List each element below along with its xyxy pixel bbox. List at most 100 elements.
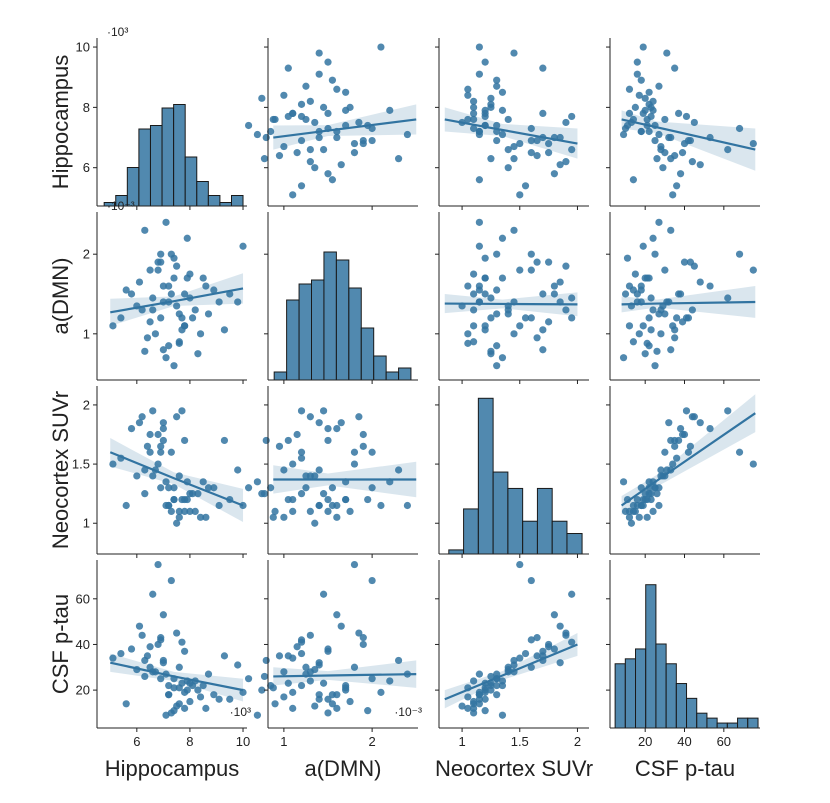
scatter-point [475,242,483,250]
scatter-point [498,681,507,690]
panel [606,38,760,210]
scatter-point [133,472,141,480]
scatter-point [226,695,234,703]
scatter-point [306,413,314,421]
scatter-point [109,460,117,468]
scatter-point [475,176,483,184]
scatter-point [516,560,524,569]
scatter-point [319,490,328,498]
scatter-point [625,85,634,93]
hist-bar [207,195,221,207]
scatter-point [394,656,403,665]
scatter-point [481,695,489,703]
scatter-point [186,507,194,516]
scatter-point [234,466,242,474]
scatter-point [181,436,189,445]
scatter-point [647,490,655,498]
scatter-point [653,155,661,163]
scatter-point [377,501,385,510]
scatter-point [359,634,367,642]
scatter-point [550,611,558,619]
scatter-point [289,460,297,468]
scatter-point [641,495,649,504]
scatter-point [183,686,191,694]
scatter-point [306,158,314,166]
scatter-point [696,161,704,169]
scatter-point [157,448,165,456]
x-axis-label: a(DMN) [305,756,382,781]
scatter-point [470,697,478,706]
scatter-point [645,127,653,136]
scatter-point [210,286,218,294]
hist-bar [149,125,163,207]
x-tick-label: 1.5 [511,734,529,749]
scatter-point [516,654,524,662]
scatter-point [154,560,162,569]
scatter-point [284,652,292,660]
scatter-point [678,149,687,157]
scatter-point [516,322,524,330]
scatter-point [262,656,270,665]
hist-bar [298,283,313,381]
hist-bar [645,584,657,729]
scatter-point [627,519,636,527]
scatter-point [633,58,641,66]
scatter-point [333,513,341,521]
scatter-point [368,124,376,133]
scatter-point [280,668,288,676]
scatter-point [368,136,376,145]
scatter-point [639,242,647,250]
scatter-point [355,118,363,127]
scatter-point [289,191,297,199]
scatter-point [665,133,673,142]
scatter-point [170,495,178,504]
regression-line [444,118,578,145]
scatter-point [631,270,639,278]
scatter-point [280,91,288,99]
scatter-point [196,693,205,701]
scatter-point [641,106,649,114]
scatter-point [661,115,669,124]
scatter-point [690,413,698,421]
scatter-point [635,330,643,338]
scatter-point [167,250,175,258]
scatter-point [306,677,314,685]
scatter-point [328,700,337,708]
scatter-point [556,278,564,286]
scatter-point [487,347,495,355]
scatter-point [527,576,535,585]
scatter-point [635,513,643,521]
scatter-point [394,466,403,474]
scatter-point [633,290,641,298]
panel [606,212,760,384]
scatter-point [167,507,175,516]
scatter-point [621,290,630,298]
scatter-point [470,677,478,685]
regression-line [109,451,244,507]
scatter-point [498,130,507,139]
scatter-point [684,448,693,456]
regression-line [621,118,756,151]
scatter-point [493,82,501,90]
scatter-point [527,124,535,133]
scatter-point [475,127,483,136]
scatter-point [149,590,157,598]
scatter-point [297,448,306,456]
scatter-point [333,424,341,433]
scatter-point [138,631,146,639]
scatter-point [645,274,653,282]
scatter-point [297,112,306,121]
scatter-point [706,282,714,290]
scatter-point [262,133,270,142]
x-axis-label: Neocortex SUVr [435,756,593,781]
scatter-point [271,507,279,516]
scatter-point [244,121,253,130]
scatter-point [481,274,489,282]
scatter-point [324,58,332,66]
scatter-point [202,282,210,290]
scatter-point [350,663,359,671]
scatter-point [651,362,659,370]
x-tick-label: 40 [677,734,691,749]
scatter-point [280,142,288,151]
scatter-point [682,112,691,121]
